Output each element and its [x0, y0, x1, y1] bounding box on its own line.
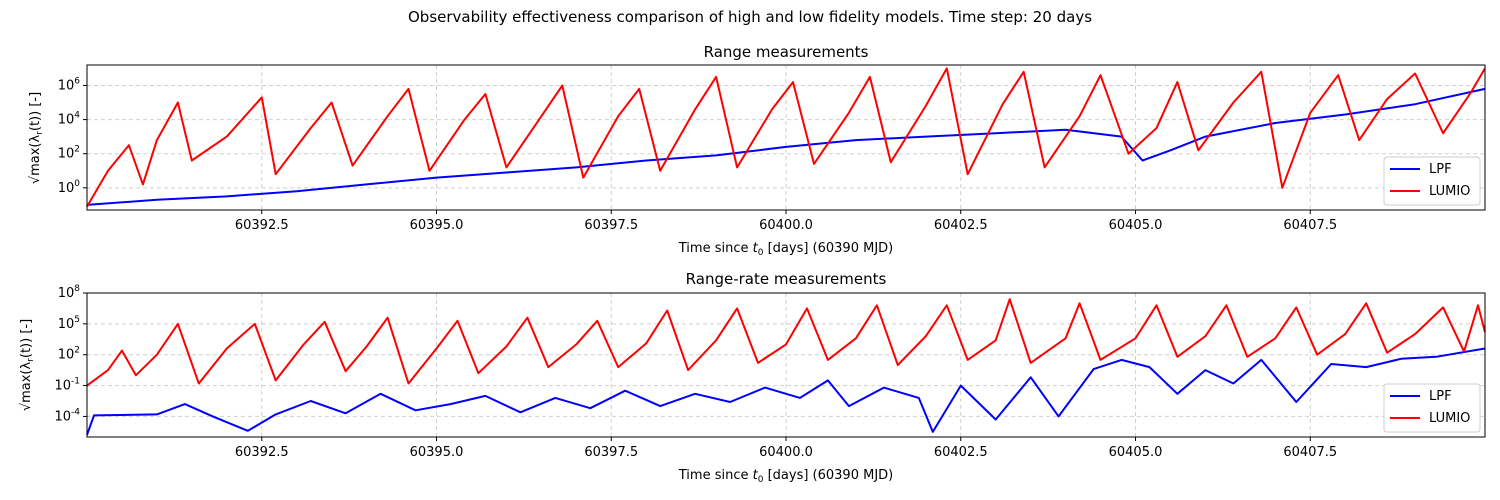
subplot-range-rate-legend: LPF LUMIO — [1383, 383, 1481, 433]
subplot-range-yticks: 100 102 104 106 — [58, 76, 87, 196]
series-line-lpf — [86, 87, 1486, 206]
subplot-range-xticks: 60392.5 60395.0 60397.5 60400.0 60402.5 60405… — [235, 210, 1337, 233]
series-line-lpf — [86, 347, 1486, 436]
series-line-lumio — [86, 67, 1486, 208]
y-tick-label: 106 — [58, 76, 81, 93]
subplot-range-series — [86, 67, 1486, 208]
x-tick-label: 60392.5 — [235, 218, 289, 233]
subplot-range-grid — [87, 65, 1485, 210]
x-tick-label: 60395.0 — [410, 218, 464, 233]
subplot-range-legend: LPF LUMIO — [1383, 156, 1481, 206]
legend-lpf-label: LPF — [1429, 389, 1452, 404]
x-tick-label: 60397.5 — [584, 218, 638, 233]
subplot-range-rate-xlabel: Time since t0 [days] (60390 MJD) — [678, 468, 894, 485]
subplot-range: Range measurements 60392.5 60395.0 60397.5… — [28, 43, 1486, 258]
x-tick-label: 60402.5 — [934, 218, 988, 233]
subplot-range-rate-ylabel: √max(λr(t)) [-] — [19, 319, 36, 411]
subplot-range-rate-yticks: 10-4 10-1 102 105 108 — [54, 284, 87, 424]
subplot-range-ylabel: √max(λr(t)) [-] — [28, 92, 45, 184]
subplot-range-rate-grid — [87, 292, 1485, 437]
subplot-range-rate-title: Range-rate measurements — [686, 270, 887, 288]
subplot-range-xlabel: Time since t0 [days] (60390 MJD) — [678, 241, 894, 258]
y-tick-label: 102 — [58, 346, 80, 363]
series-line-lumio — [86, 298, 1486, 387]
x-tick-label: 60405.0 — [1109, 445, 1163, 460]
x-tick-label: 60407.5 — [1283, 445, 1337, 460]
legend-lpf-label: LPF — [1429, 162, 1452, 177]
subplot-range-rate-xticks: 60392.5 60395.0 60397.5 60400.0 60402.5 60405… — [235, 437, 1337, 460]
subplot-range-title: Range measurements — [704, 43, 869, 61]
y-tick-label: 105 — [58, 315, 80, 332]
y-tick-label: 10-1 — [54, 377, 80, 394]
figure-suptitle: Observability effectiveness comparison o… — [408, 8, 1092, 26]
y-tick-label: 104 — [58, 111, 81, 128]
y-tick-label: 102 — [58, 145, 80, 162]
legend-lumio-label: LUMIO — [1429, 184, 1470, 199]
x-tick-label: 60392.5 — [235, 445, 289, 460]
x-tick-label: 60405.0 — [1109, 218, 1163, 233]
x-tick-label: 60400.0 — [759, 218, 813, 233]
x-tick-label: 60397.5 — [584, 445, 638, 460]
y-tick-label: 10-4 — [54, 407, 80, 424]
x-tick-label: 60395.0 — [410, 445, 464, 460]
x-tick-label: 60400.0 — [759, 445, 813, 460]
y-tick-label: 108 — [58, 284, 81, 301]
x-tick-label: 60402.5 — [934, 445, 988, 460]
y-tick-label: 100 — [58, 179, 81, 196]
legend-lumio-label: LUMIO — [1429, 411, 1470, 426]
subplot-range-rate: Range-rate measurements 60392.5 60395.0 60… — [19, 270, 1486, 485]
subplot-range-rate-series — [86, 298, 1486, 436]
x-tick-label: 60407.5 — [1283, 218, 1337, 233]
